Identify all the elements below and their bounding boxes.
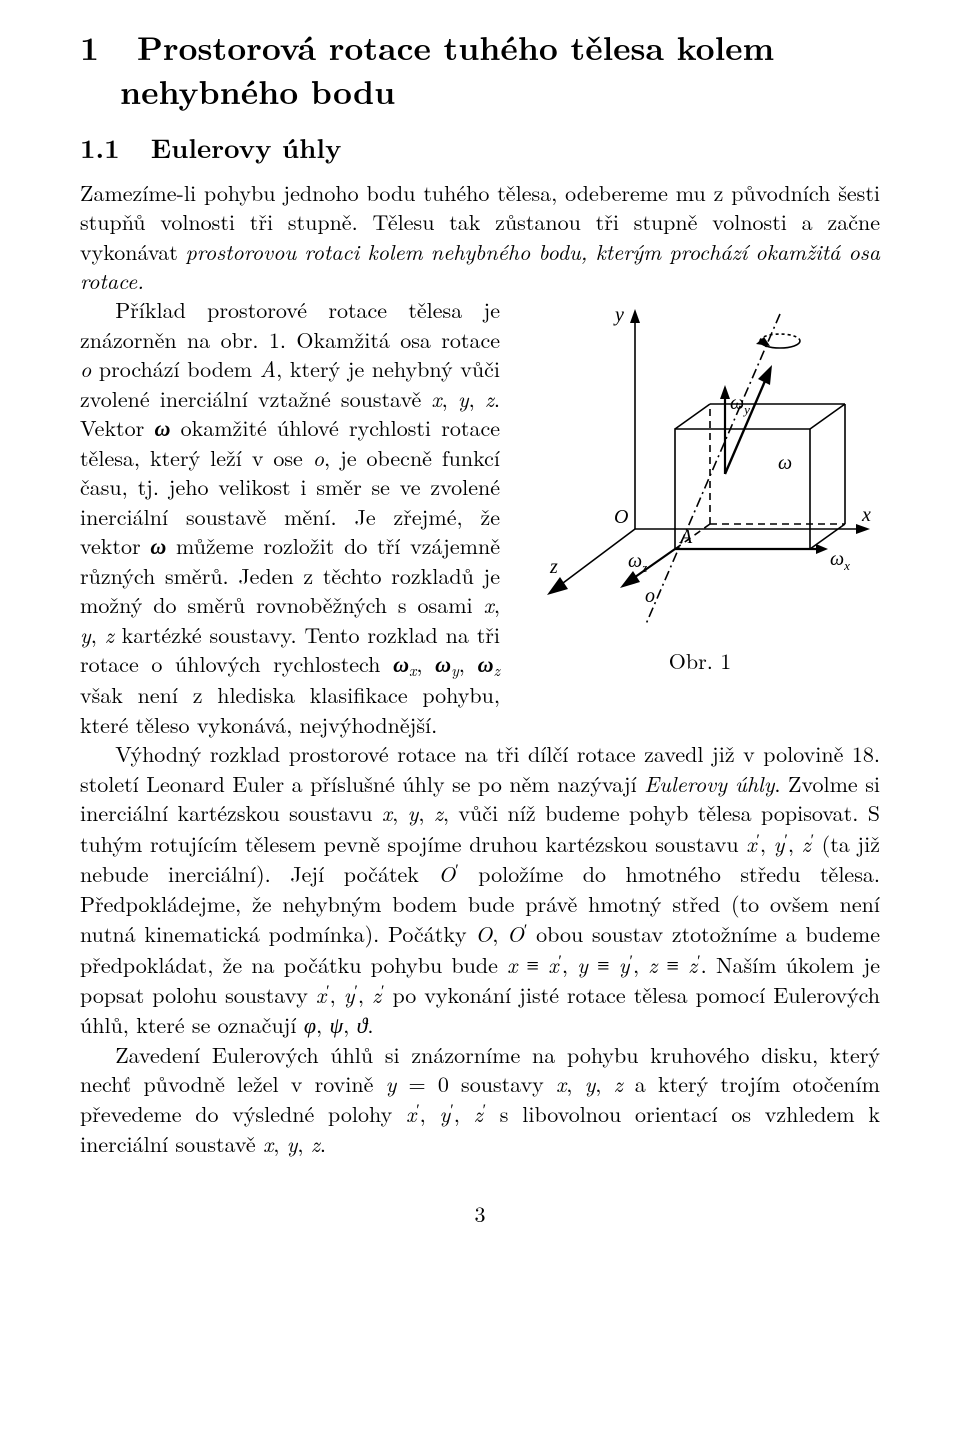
var: x — [556, 1068, 566, 1099]
var-psi: ψ — [329, 1009, 343, 1040]
var-y: y — [458, 383, 469, 414]
var: y — [287, 1128, 298, 1159]
figure-1: y x z O A o ω ωy ωx ωz Obr. 1 — [520, 299, 880, 675]
var-x: x — [484, 589, 494, 620]
var: z — [688, 949, 697, 980]
page-number: 3 — [80, 1199, 880, 1228]
var: x — [507, 949, 517, 980]
var: z — [648, 949, 657, 980]
wrapped-block: y x z O A o ω ωy ωx ωz Obr. 1 Příklad pr… — [80, 295, 880, 739]
axis-y-label: y — [613, 304, 624, 326]
text: Příklad prostorové rotace tělesa je znáz… — [80, 295, 500, 354]
prime: ′ — [354, 978, 357, 1001]
axis-z-label: z — [549, 556, 558, 578]
omega-label: ω — [778, 452, 792, 474]
var-z: z — [105, 619, 114, 650]
subsection-number: 1.1 — [80, 127, 120, 166]
var-a: A — [260, 353, 276, 384]
text: soustavy — [449, 1068, 556, 1099]
var-omega-z: ω — [478, 647, 494, 679]
sub: z — [494, 658, 500, 681]
text-italic: Eulerovy úhly — [644, 768, 774, 799]
prime: ′ — [784, 827, 787, 850]
prime: ′ — [756, 827, 759, 850]
text: prochází bodem — [91, 353, 260, 384]
var: z — [311, 1128, 320, 1159]
point-a-label: A — [678, 526, 693, 548]
var: x — [316, 980, 326, 1011]
var: x — [406, 1099, 416, 1130]
section-title-l1: Prostorová rotace tuhého tělesa kolem — [137, 23, 774, 70]
text-italic: prostorovou rotaci kolem nehybného bodu,… — [80, 236, 880, 296]
var-o: o — [313, 442, 324, 473]
text: však není z hlediska klasifikace pohybu,… — [80, 679, 500, 739]
origin-label: O — [614, 506, 628, 528]
var: O — [438, 858, 455, 889]
var: y — [585, 1068, 596, 1099]
paragraph-3: Výhodný rozklad prostorové rotace na tři… — [80, 739, 880, 1039]
var: z — [474, 1099, 483, 1130]
var-omega-x: ω — [393, 647, 409, 679]
var: x — [746, 828, 756, 859]
prime: ′ — [450, 1097, 453, 1120]
var-omega: ω — [150, 529, 166, 561]
var: y — [386, 1068, 397, 1099]
omega-y-label: ωy — [730, 392, 750, 417]
prime: ′ — [629, 948, 632, 971]
var: y — [440, 1099, 451, 1130]
figure-svg: y x z O A o ω ωy ωx ωz — [520, 299, 880, 629]
section-number: 1 — [80, 23, 99, 70]
subsection-title: Eulerovy úhly — [151, 127, 342, 166]
axis-x-label: x — [861, 504, 871, 526]
section-title-l2: nehybného bodu — [120, 67, 395, 114]
var: y — [408, 797, 419, 828]
page: 1 Prostorová rotace tuhého tělesa kolem … — [0, 0, 960, 1456]
paragraph-1: Zamezíme-li pohybu jednoho bodu tuhého t… — [80, 178, 880, 296]
var: x — [548, 949, 558, 980]
paragraph-4: Zavedení Eulerových úhlů si znázorníme n… — [80, 1040, 880, 1159]
axis-o-label: o — [645, 585, 655, 607]
var: x — [263, 1128, 273, 1159]
section-heading: 1 Prostorová rotace tuhého tělesa kolem … — [80, 25, 880, 113]
var-z: z — [485, 383, 494, 414]
var-y: y — [80, 619, 91, 650]
sub: x — [409, 658, 416, 681]
var: z — [614, 1068, 623, 1099]
var: y — [774, 828, 785, 859]
prime: ′ — [326, 978, 329, 1001]
omega-z-label: ωz — [628, 550, 647, 575]
subsection-heading: 1.1 Eulerovy úhly — [80, 129, 880, 165]
var-omega: ω — [154, 411, 170, 443]
var-x: x — [431, 383, 441, 414]
figure-caption: Obr. 1 — [520, 646, 880, 675]
sub: y — [451, 658, 459, 681]
var: O — [475, 918, 492, 949]
var: y — [577, 949, 588, 980]
var: O — [507, 918, 524, 949]
var: y — [344, 980, 355, 1011]
omega-x-label: ωx — [830, 548, 850, 573]
var-phi: φ — [304, 1009, 316, 1040]
var: x — [382, 797, 392, 828]
var: z — [802, 828, 811, 859]
var-o: o — [80, 353, 91, 384]
var: z — [434, 797, 443, 828]
var: z — [372, 980, 381, 1011]
prime: ′ — [558, 948, 561, 971]
var-omega-y: ω — [435, 647, 451, 679]
var-theta: ϑ — [357, 1009, 368, 1040]
var: y — [619, 949, 630, 980]
prime: ′ — [416, 1097, 419, 1120]
